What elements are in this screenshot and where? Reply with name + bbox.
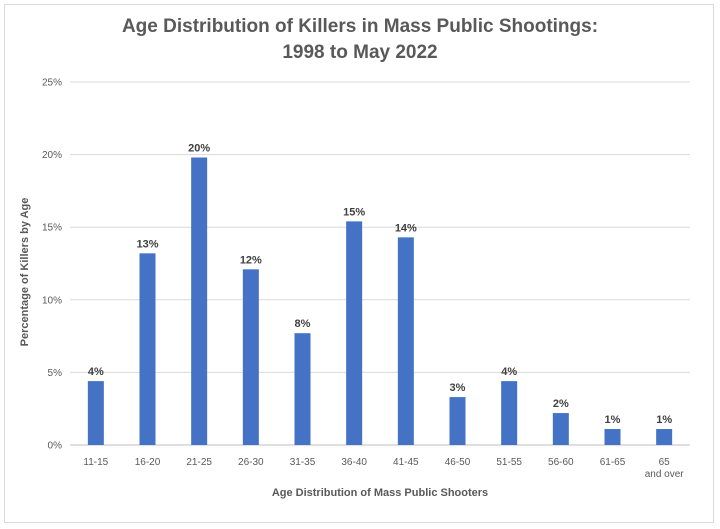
data-label: 8% — [295, 318, 311, 330]
x-tick-label: 26-30 — [238, 457, 264, 468]
x-tick-label: 11-15 — [83, 457, 108, 468]
y-tick-labels: 0% 5% 10% 15% 20% 25% — [42, 78, 62, 452]
y-tick-label: 5% — [48, 368, 63, 379]
data-label: 12% — [240, 254, 262, 266]
y-axis-title: Percentage of Killers by Age — [19, 198, 31, 347]
x-tick-label: 41-45 — [393, 457, 419, 468]
data-label: 14% — [395, 222, 417, 234]
bar — [242, 269, 259, 445]
y-tick-label: 0% — [48, 441, 63, 452]
bar — [346, 221, 363, 445]
bar — [139, 253, 156, 445]
data-label: 15% — [343, 206, 365, 218]
x-tick-label: 36-40 — [341, 457, 367, 468]
chart-title-line-1: Age Distribution of Killers in Mass Publ… — [121, 16, 599, 37]
bar — [397, 237, 414, 445]
y-tick-label: 15% — [42, 223, 62, 234]
y-tick-label: 25% — [42, 78, 62, 89]
data-label: 3% — [450, 382, 466, 394]
x-tick-labels: 11-15 16-20 21-25 26-30 31-35 36-40 41-45 46-50… — [83, 457, 684, 480]
bar — [449, 397, 466, 445]
bar — [552, 413, 569, 445]
y-tick-label: 10% — [42, 295, 62, 306]
bars — [87, 157, 673, 445]
chart-title: Age Distribution of Killers in Mass Publ… — [0, 14, 720, 66]
x-tick-label: 65 — [659, 457, 671, 468]
data-label: 4% — [501, 366, 517, 378]
bar — [191, 157, 208, 445]
data-labels: 4% 13% 20% 12% 8% 15% 14% 3% 4% 2% 1% 1% — [88, 143, 672, 427]
data-label: 2% — [553, 398, 569, 410]
x-tick-label: 61-65 — [600, 457, 626, 468]
x-tick-label: 21-25 — [186, 457, 212, 468]
x-tick-label: 51-55 — [496, 457, 522, 468]
bar — [604, 429, 621, 445]
data-label: 4% — [88, 366, 104, 378]
x-tick-label: 56-60 — [548, 457, 574, 468]
x-tick-label: 16-20 — [135, 457, 161, 468]
x-tick-label: and over — [645, 469, 685, 480]
bar — [501, 381, 518, 445]
bar — [87, 381, 104, 445]
x-tick-label: 31-35 — [290, 457, 316, 468]
chart-title-line-2: 1998 to May 2022 — [282, 42, 438, 63]
bar — [656, 429, 673, 445]
gridlines — [70, 81, 690, 446]
data-label: 1% — [656, 414, 672, 426]
data-label: 1% — [605, 414, 621, 426]
bar — [294, 333, 311, 445]
x-axis-title: Age Distribution of Mass Public Shooters — [272, 487, 488, 499]
data-label: 13% — [136, 238, 158, 250]
data-label: 20% — [188, 143, 210, 155]
y-tick-label: 20% — [42, 150, 62, 161]
x-tick-label: 46-50 — [445, 457, 471, 468]
